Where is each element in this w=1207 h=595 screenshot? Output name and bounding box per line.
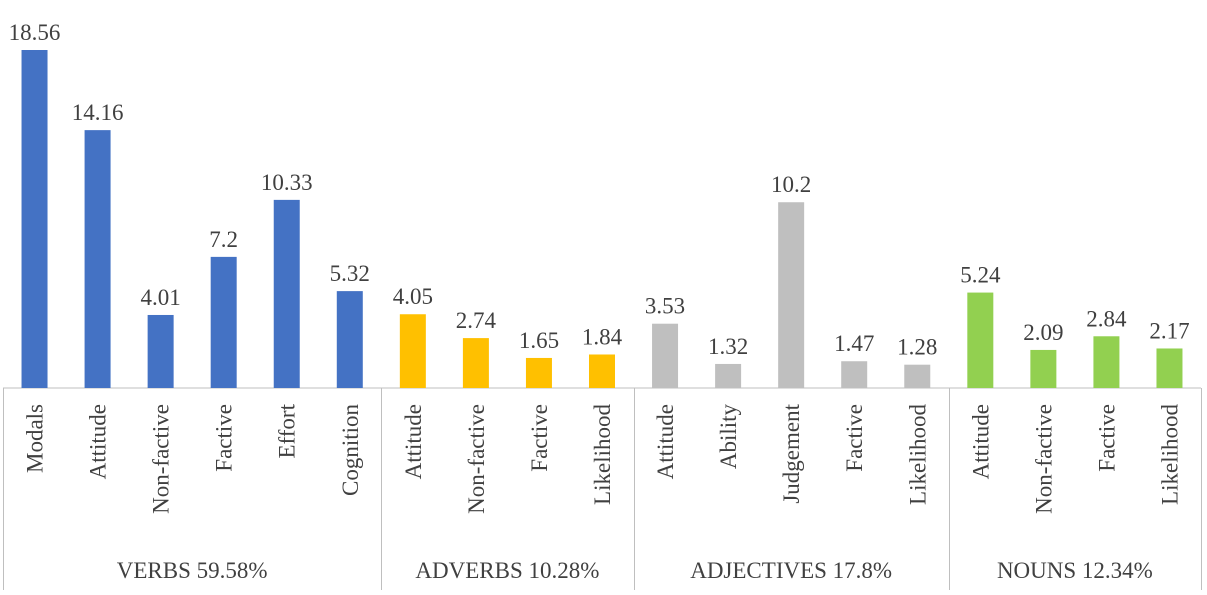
value-label-2-2: 10.2 bbox=[771, 172, 811, 197]
category-label-3-0: Attitude bbox=[968, 404, 993, 479]
value-label-0-4: 10.33 bbox=[261, 170, 313, 195]
category-label-0-4: Effort bbox=[275, 403, 300, 458]
category-label-3-3: Likelihood bbox=[1157, 404, 1182, 505]
category-label-1-3: Likelihood bbox=[590, 404, 615, 505]
value-label-1-2: 1.65 bbox=[519, 328, 559, 353]
bar-0-4 bbox=[273, 199, 300, 388]
category-label-0-2: Non-factive bbox=[149, 404, 174, 514]
category-label-2-4: Likelihood bbox=[905, 404, 930, 505]
group-label-2: ADJECTIVES 17.8% bbox=[690, 558, 892, 583]
bar-2-0 bbox=[652, 323, 679, 388]
value-label-0-0: 18.56 bbox=[9, 20, 61, 45]
value-label-1-3: 1.84 bbox=[582, 324, 623, 349]
bars bbox=[21, 50, 1183, 388]
bar-0-2 bbox=[147, 314, 174, 388]
category-label-1-2: Factive bbox=[527, 404, 552, 472]
bar-1-1 bbox=[462, 338, 489, 388]
value-label-3-0: 5.24 bbox=[960, 263, 1001, 288]
value-label-3-3: 2.17 bbox=[1149, 318, 1189, 343]
category-label-1-1: Non-factive bbox=[464, 404, 489, 514]
category-label-2-2: Judgement bbox=[779, 403, 804, 503]
category-label-1-0: Attitude bbox=[401, 404, 426, 479]
bar-2-4 bbox=[904, 364, 931, 388]
group-label-1: ADVERBS 10.28% bbox=[415, 558, 599, 583]
bar-0-3 bbox=[210, 256, 237, 388]
category-label-3-1: Non-factive bbox=[1031, 404, 1056, 514]
bar-1-3 bbox=[589, 354, 615, 388]
bar-3-1 bbox=[1030, 349, 1057, 388]
value-label-0-5: 5.32 bbox=[330, 261, 370, 286]
category-label-0-3: Factive bbox=[212, 404, 237, 472]
bar-0-1 bbox=[84, 130, 111, 388]
value-label-1-0: 4.05 bbox=[393, 284, 433, 309]
category-label-0-1: Attitude bbox=[86, 404, 111, 479]
labels: 18.56 Modals 14.16 Attitude 4.01 Non-factive 7… bbox=[9, 20, 1190, 583]
value-label-2-1: 1.32 bbox=[708, 334, 748, 359]
value-label-0-3: 7.2 bbox=[209, 227, 238, 252]
bar-2-3 bbox=[841, 361, 868, 388]
bar-2-2 bbox=[778, 202, 805, 388]
group-label-3: NOUNS 12.34% bbox=[997, 558, 1153, 583]
value-label-3-2: 2.84 bbox=[1086, 306, 1127, 331]
category-label-3-2: Factive bbox=[1094, 404, 1119, 472]
category-label-2-0: Attitude bbox=[653, 404, 678, 479]
bar-1-0 bbox=[399, 314, 426, 388]
bar-0-5 bbox=[336, 291, 363, 388]
value-label-1-1: 2.74 bbox=[456, 308, 497, 333]
bar-3-0 bbox=[967, 292, 994, 388]
value-label-2-4: 1.28 bbox=[897, 335, 937, 360]
value-label-2-3: 1.47 bbox=[834, 331, 874, 356]
category-label-2-3: Factive bbox=[842, 404, 867, 472]
value-label-0-2: 4.01 bbox=[141, 285, 181, 310]
bar-1-2 bbox=[525, 357, 552, 388]
category-label-0-5: Cognition bbox=[338, 404, 363, 497]
bar-3-3 bbox=[1156, 348, 1183, 388]
category-label-0-0: Modals bbox=[23, 404, 48, 473]
bar-0-0 bbox=[21, 50, 48, 388]
category-label-2-1: Ability bbox=[716, 404, 741, 470]
bar-3-2 bbox=[1093, 336, 1120, 388]
bar-2-1 bbox=[715, 363, 742, 388]
value-label-0-1: 14.16 bbox=[72, 100, 124, 125]
value-label-2-0: 3.53 bbox=[645, 294, 685, 319]
value-label-3-1: 2.09 bbox=[1023, 320, 1063, 345]
group-label-0: VERBS 59.58% bbox=[117, 558, 268, 583]
